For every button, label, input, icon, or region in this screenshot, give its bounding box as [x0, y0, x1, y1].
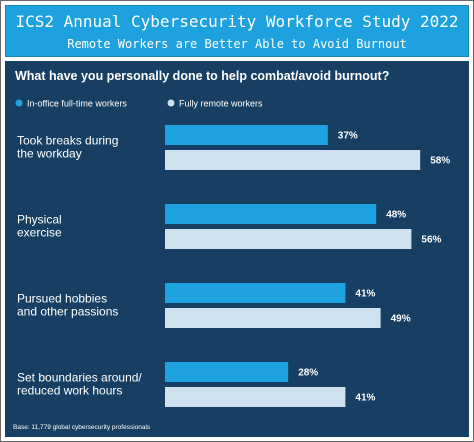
bar-office [165, 283, 346, 303]
chart-panel: What have you personally done to help co… [5, 61, 469, 437]
data-label: 56% [421, 235, 441, 246]
category-label: Physical exercise [17, 213, 62, 240]
data-label: 58% [430, 156, 450, 167]
legend-swatch-office [15, 99, 23, 107]
data-label: 41% [355, 289, 375, 300]
bar-office [165, 125, 328, 145]
data-label: 37% [338, 131, 358, 142]
bars-group: Took breaks during the workday 37% 58% Physi… [17, 125, 450, 407]
footnote: Base: 11,779 global cybersecurity profes… [13, 424, 151, 431]
category-label: Pursued hobbies and other passions [17, 292, 118, 319]
bar-remote [165, 308, 381, 328]
legend-label-office: In-office full-time workers [27, 99, 127, 109]
data-label: 48% [386, 210, 406, 221]
data-label: 41% [355, 393, 375, 404]
data-label: 28% [298, 368, 318, 379]
bar-remote [165, 229, 412, 249]
bar-office [165, 204, 377, 224]
category-label: Set boundaries around/reduced work hours [17, 371, 142, 398]
bar-chart: What have you personally done to help co… [13, 69, 450, 431]
legend: In-office full-time workers Fully remote… [15, 99, 263, 109]
bar-remote [165, 387, 346, 407]
title-banner: ICS2 Annual Cybersecurity Workforce Stud… [5, 5, 469, 57]
category-label: Took breaks during the workday [17, 134, 118, 161]
legend-swatch-remote [167, 99, 175, 107]
bar-remote [165, 150, 421, 170]
chart-title: What have you personally done to help co… [15, 69, 389, 83]
banner-subtitle: Remote Workers are Better Able to Avoid … [67, 37, 407, 51]
banner-title: ICS2 Annual Cybersecurity Workforce Stud… [15, 12, 459, 31]
legend-label-remote: Fully remote workers [179, 99, 263, 109]
bar-office [165, 362, 289, 382]
data-label: 49% [391, 314, 411, 325]
